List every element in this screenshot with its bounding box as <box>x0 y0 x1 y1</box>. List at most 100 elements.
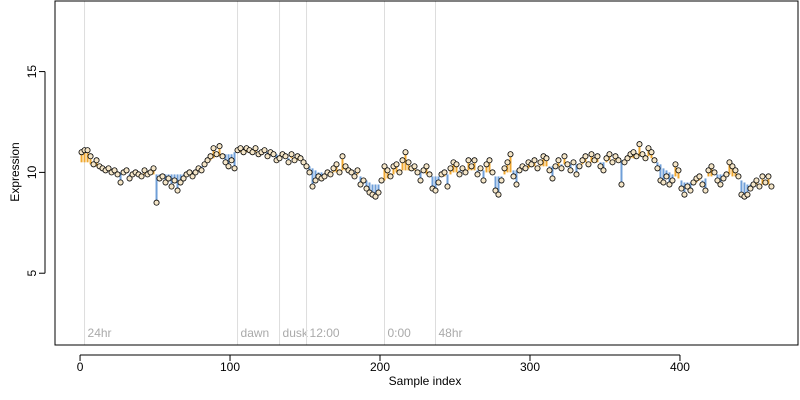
point <box>471 157 478 164</box>
point <box>594 153 601 160</box>
point <box>765 173 772 180</box>
marker-label: 48hr <box>438 326 462 340</box>
point <box>432 187 439 194</box>
point <box>252 145 259 152</box>
point <box>210 145 217 152</box>
point <box>714 177 721 184</box>
point <box>384 167 391 174</box>
point <box>552 163 559 170</box>
point <box>339 153 346 160</box>
point <box>282 153 289 160</box>
point <box>177 179 184 186</box>
point <box>495 191 502 198</box>
point <box>201 161 208 168</box>
point <box>171 177 178 184</box>
x-axis-title: Sample index <box>389 374 462 388</box>
point <box>336 169 343 176</box>
point <box>498 177 505 184</box>
point <box>618 181 625 188</box>
point <box>690 179 697 186</box>
point <box>513 181 520 188</box>
point <box>468 163 475 170</box>
point <box>582 153 589 160</box>
point <box>558 165 565 172</box>
point <box>645 145 652 152</box>
point <box>642 155 649 162</box>
point <box>303 163 310 170</box>
point <box>126 175 133 182</box>
point <box>393 161 400 168</box>
point <box>168 183 175 190</box>
point <box>162 179 169 186</box>
point <box>507 151 514 158</box>
point <box>114 171 121 178</box>
point <box>249 149 256 156</box>
point <box>312 177 319 184</box>
point <box>261 147 268 154</box>
point <box>747 185 754 192</box>
point <box>237 145 244 152</box>
point <box>543 155 550 162</box>
point <box>90 161 97 168</box>
point <box>504 159 511 166</box>
point <box>630 149 637 156</box>
point <box>549 175 556 182</box>
point <box>735 173 742 180</box>
point <box>681 191 688 198</box>
point <box>405 159 412 166</box>
point <box>342 163 349 170</box>
point <box>417 177 424 184</box>
point <box>399 157 406 164</box>
point <box>138 173 145 180</box>
point <box>456 171 463 178</box>
point <box>474 171 481 178</box>
point <box>174 187 181 194</box>
point <box>426 171 433 178</box>
point <box>84 147 91 154</box>
y-tick-label: 10 <box>25 165 39 179</box>
point <box>597 163 604 170</box>
point <box>537 159 544 166</box>
point <box>744 191 751 198</box>
point <box>729 163 736 170</box>
point <box>636 141 643 148</box>
point <box>150 165 157 172</box>
marker-label: 0:00 <box>388 326 412 340</box>
point <box>624 155 631 162</box>
point <box>477 165 484 172</box>
point <box>522 165 529 172</box>
point <box>420 167 427 174</box>
point <box>216 143 223 150</box>
point <box>321 173 328 180</box>
point <box>588 151 595 158</box>
point <box>603 155 610 162</box>
point <box>228 157 235 164</box>
point <box>501 165 508 172</box>
point <box>510 173 517 180</box>
point <box>666 181 673 188</box>
point <box>663 173 670 180</box>
point <box>348 169 355 176</box>
point <box>231 165 238 172</box>
point <box>756 183 763 190</box>
point <box>483 161 490 168</box>
point <box>648 149 655 156</box>
point <box>621 159 628 166</box>
point <box>516 167 523 174</box>
point <box>600 167 607 174</box>
point <box>705 167 712 174</box>
point <box>198 167 205 174</box>
point <box>297 155 304 162</box>
point <box>462 169 469 176</box>
point <box>204 157 211 164</box>
point <box>387 173 394 180</box>
point <box>309 183 316 190</box>
point <box>288 151 295 158</box>
point <box>141 167 148 174</box>
point <box>117 179 124 186</box>
marker-label: dusk <box>283 326 309 340</box>
point <box>492 187 499 194</box>
y-tick-label: 15 <box>25 65 39 79</box>
x-tick-label: 0 <box>77 360 84 374</box>
point <box>546 167 553 174</box>
